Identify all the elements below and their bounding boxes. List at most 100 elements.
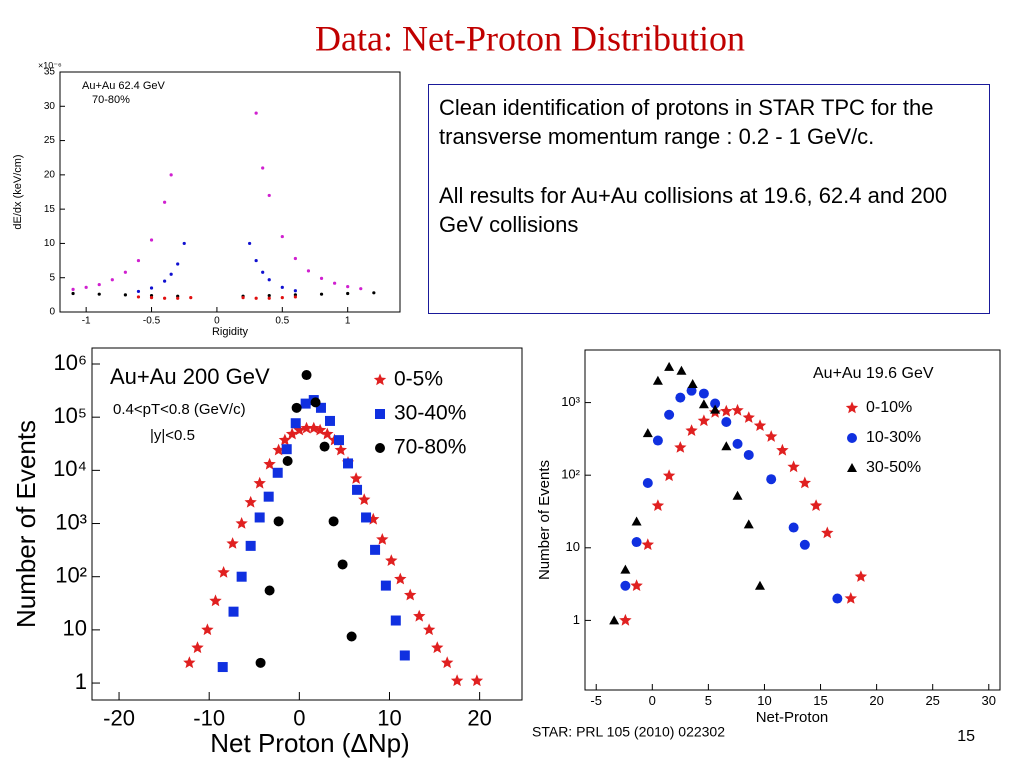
data-point [343, 458, 354, 469]
data-point [776, 443, 789, 456]
x-tick-label: 25 [925, 693, 939, 708]
data-point [754, 580, 765, 590]
data-point [664, 409, 675, 420]
y-axis-label: Number of Events [536, 460, 553, 580]
x-axis-label: Rigidity [212, 326, 249, 338]
y-tick-label: 10² [561, 467, 580, 482]
data-point [686, 385, 697, 396]
data-point [97, 292, 101, 296]
data-point [642, 478, 653, 489]
data-point [766, 474, 777, 485]
data-point [832, 593, 843, 604]
data-point [176, 296, 180, 300]
x-tick-label: 30 [982, 693, 996, 708]
data-point [809, 499, 823, 511]
x-tick-label: -10 [193, 706, 225, 731]
y-tick-label: 10⁶ [53, 350, 87, 375]
data-point [337, 559, 348, 570]
data-point [742, 411, 755, 423]
data-point [642, 428, 653, 438]
data-point [390, 615, 401, 626]
legend-marker [847, 433, 857, 443]
data-point [319, 276, 324, 280]
data-point [182, 241, 186, 246]
data-point [149, 286, 154, 290]
data-point [376, 533, 389, 545]
y-tick-label: 10³ [561, 394, 580, 409]
page-number: 15 [957, 728, 975, 745]
data-point [278, 433, 292, 446]
x-tick-label: 20 [869, 693, 883, 708]
data-point [431, 641, 444, 654]
citation: STAR: PRL 105 (2010) 022302 [532, 724, 725, 740]
data-point [236, 571, 247, 582]
data-point [619, 613, 632, 626]
data-point [149, 238, 154, 242]
data-point [346, 285, 350, 289]
y-tick-label: 15 [44, 204, 56, 215]
data-point [273, 516, 284, 527]
data-point [263, 491, 274, 502]
data-point [254, 296, 258, 300]
x-axis-label: Net Proton (ΔNp) [210, 728, 409, 758]
annotation: |y|<0.5 [150, 427, 195, 444]
x-tick-label: -0.5 [143, 316, 161, 327]
data-point [319, 292, 324, 296]
data-point [267, 296, 271, 300]
data-point [620, 564, 631, 574]
data-point [346, 291, 350, 296]
data-point [136, 258, 141, 263]
data-point [253, 476, 266, 489]
data-point [315, 402, 326, 413]
data-point [399, 650, 410, 661]
data-point [450, 674, 464, 687]
data-point [334, 443, 347, 456]
annotation: Au+Au 62.4 GeV [82, 80, 166, 92]
x-axis-label: Net-Proton [756, 709, 829, 726]
data-point [854, 570, 868, 582]
data-point [631, 516, 642, 526]
data-point [310, 397, 321, 408]
data-point [753, 419, 767, 431]
data-point [470, 674, 484, 687]
data-point [149, 296, 154, 300]
data-point [267, 278, 271, 282]
data-point [254, 512, 265, 523]
paragraph: All results for Au+Au collisions at 19.6… [439, 182, 948, 237]
data-point [84, 285, 88, 289]
slide-title: Data: Net-Proton Distribution [315, 18, 745, 58]
data-point [301, 370, 312, 381]
data-point [272, 443, 285, 456]
data-point [306, 269, 311, 273]
y-tick-label: 0 [49, 307, 55, 318]
data-point [328, 516, 339, 527]
data-point [248, 241, 252, 246]
legend-marker [373, 373, 387, 386]
data-point [821, 526, 834, 539]
data-point [267, 193, 271, 198]
x-tick-label: -1 [82, 316, 91, 327]
x-tick-label: 0.5 [275, 316, 289, 327]
data-point [263, 457, 276, 470]
data-point [370, 544, 381, 555]
x-tick-label: 15 [813, 693, 827, 708]
y-tick-label: 10² [55, 563, 87, 588]
plot-frame [59, 71, 401, 313]
data-point [652, 435, 663, 446]
y-tick-label: 1 [573, 612, 580, 627]
data-point [123, 270, 127, 274]
y-tick-label: 1 [75, 669, 87, 694]
data-point [280, 234, 284, 239]
data-point [346, 631, 357, 642]
y-tick-label: 10 [44, 238, 56, 249]
data-point [697, 414, 711, 427]
data-point [293, 295, 297, 299]
data-point [662, 469, 676, 482]
data-point [674, 441, 687, 453]
data-point [787, 460, 800, 473]
data-point [217, 662, 228, 673]
data-point [264, 585, 275, 596]
data-point [228, 606, 239, 617]
x-tick-label: -20 [103, 706, 135, 731]
